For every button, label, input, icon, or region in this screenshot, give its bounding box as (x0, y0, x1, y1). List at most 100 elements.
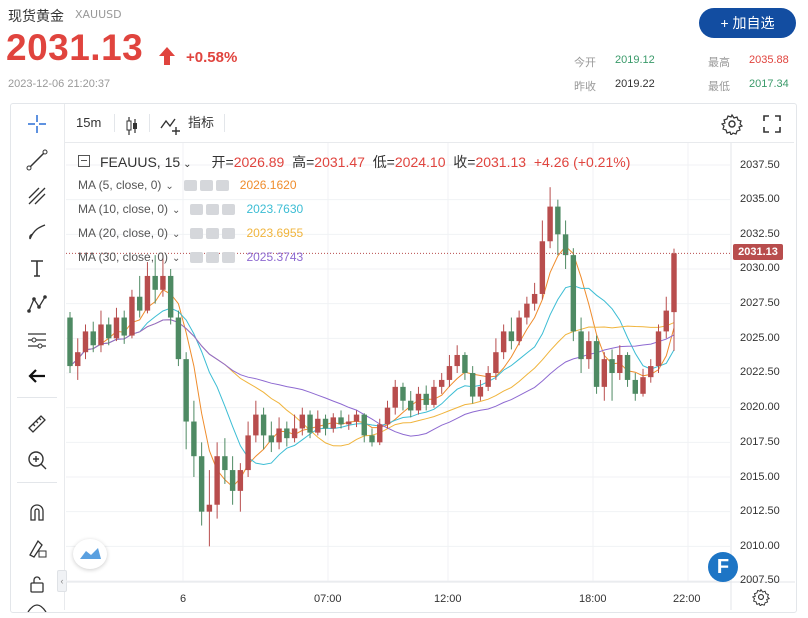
ruler-icon[interactable] (22, 410, 52, 438)
ma-label[interactable]: MA (5, close, 0) (78, 178, 162, 192)
x-tick-label: 07:00 (314, 593, 342, 605)
indicators-icon[interactable] (160, 113, 182, 135)
legend-series-name[interactable]: FEAUUS, 15 (100, 154, 181, 170)
candle-body (67, 317, 73, 367)
candle-body (493, 352, 499, 373)
ma-legend-row[interactable]: MA (10, close, 0) ⌄ 2023.7630 (78, 202, 303, 216)
candle-body (129, 296, 135, 336)
ma-dropdown-icon[interactable]: ⌄ (172, 229, 181, 240)
candle-body (562, 234, 569, 256)
ma-visibility-icon[interactable] (183, 180, 197, 192)
interval-selector[interactable]: 15m (76, 115, 102, 130)
topbar-divider (224, 114, 225, 132)
x-tick-label: 22:00 (673, 593, 701, 605)
ma-dropdown-icon[interactable]: ⌄ (165, 181, 174, 192)
y-tick-label: 2030.00 (740, 262, 780, 274)
instrument-symbol: XAUUSD (75, 8, 122, 21)
pitchfork-icon[interactable] (22, 182, 52, 210)
ma-visibility-icon[interactable] (190, 252, 204, 264)
candle-body (167, 275, 174, 318)
magnet-icon[interactable] (22, 498, 52, 526)
candle-body (322, 418, 329, 429)
candle-body (361, 414, 367, 436)
candle-body (632, 379, 638, 394)
candle-body (423, 393, 429, 405)
candle-body (346, 421, 352, 425)
x-tick-label: 6 (180, 593, 187, 605)
ma-legend-row[interactable]: MA (20, close, 0) ⌄ 2023.6955 (78, 226, 303, 240)
candle-body (136, 296, 143, 311)
ma-settings-icon[interactable] (206, 228, 220, 240)
last-price: 2031.13 (6, 27, 144, 68)
lock-icon[interactable] (22, 570, 52, 598)
ma-label[interactable]: MA (30, close, 0) (78, 250, 169, 264)
ma-settings-icon[interactable] (199, 180, 213, 192)
back-arrow-icon[interactable] (22, 362, 52, 390)
ma-value: 2025.3743 (246, 250, 304, 264)
measure-levels-icon[interactable] (22, 326, 52, 354)
ma-settings-icon[interactable] (206, 204, 220, 216)
ma-settings-icon[interactable] (206, 252, 220, 264)
candle-body (284, 428, 290, 439)
crosshair-icon[interactable] (22, 110, 52, 138)
y-tick-label: 2010.00 (740, 540, 780, 552)
legend-dropdown-icon[interactable]: ⌄ (183, 159, 192, 170)
ma-dropdown-icon[interactable]: ⌄ (172, 253, 181, 264)
ma-remove-icon[interactable] (222, 252, 236, 264)
candle-body (121, 317, 127, 336)
tradingview-logo-icon (80, 548, 101, 559)
ma-legend-row[interactable]: MA (30, close, 0) ⌄ 2025.3743 (78, 250, 303, 264)
legend-low-value: 2024.10 (394, 154, 446, 170)
ma-remove-icon[interactable] (222, 204, 236, 216)
high-value: 2035.88 (749, 54, 789, 66)
candle-body (222, 456, 228, 471)
axis-settings-gear-icon[interactable] (751, 588, 771, 611)
add-watchlist-button[interactable]: + 加自选 (699, 8, 796, 38)
ma-dropdown-icon[interactable]: ⌄ (172, 205, 181, 216)
ma-value: 2023.6955 (246, 226, 304, 240)
trend-line-icon[interactable] (22, 146, 52, 174)
ma-label[interactable]: MA (20, close, 0) (78, 226, 169, 240)
pattern-icon[interactable] (22, 290, 52, 318)
ma-remove-icon[interactable] (215, 180, 229, 192)
candle-body (477, 386, 484, 397)
indicators-button[interactable]: 指标 (188, 115, 215, 130)
fullscreen-icon[interactable] (761, 112, 783, 134)
eye-icon[interactable] (22, 602, 52, 612)
candle-body (547, 206, 553, 242)
topbar-divider (149, 114, 150, 132)
candle-body (431, 386, 437, 405)
candle-body (299, 414, 306, 429)
candle-body (485, 373, 491, 387)
ma-legend-row[interactable]: MA (5, close, 0) ⌄ 2026.1620 (78, 178, 297, 192)
lock-drawing-icon[interactable] (22, 534, 52, 562)
ma-visibility-icon[interactable] (190, 204, 204, 216)
ma-label[interactable]: MA (10, close, 0) (78, 202, 169, 216)
candle-body (338, 417, 344, 425)
candle-body (98, 324, 104, 346)
candle-body (377, 424, 383, 443)
text-tool-icon[interactable] (22, 254, 52, 282)
candle-body (307, 414, 313, 433)
candle-body (438, 379, 445, 387)
candle-body (578, 331, 584, 360)
high-label: 最高 (708, 57, 730, 69)
x-tick-label: 18:00 (579, 593, 607, 605)
brush-icon[interactable] (22, 218, 52, 246)
ma-remove-icon[interactable] (222, 228, 236, 240)
candle-body (276, 428, 282, 443)
y-tick-label: 2037.50 (740, 159, 780, 171)
zoom-in-icon[interactable] (22, 446, 52, 474)
candle-body (384, 407, 391, 425)
tradingview-badge[interactable] (73, 539, 107, 569)
legend-collapse-icon[interactable] (78, 155, 90, 167)
candle-body (206, 504, 213, 512)
candle-body (524, 303, 530, 318)
ma-visibility-icon[interactable] (190, 228, 204, 240)
candlestick-type-icon[interactable] (124, 113, 140, 135)
candle-body (75, 352, 81, 367)
candle-body (330, 417, 336, 429)
candle-body (113, 317, 120, 339)
candle-body (198, 456, 205, 512)
